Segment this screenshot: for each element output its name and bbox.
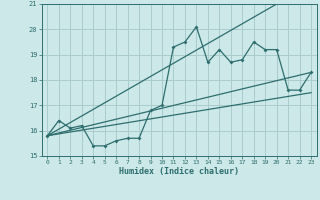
X-axis label: Humidex (Indice chaleur): Humidex (Indice chaleur) [119, 167, 239, 176]
